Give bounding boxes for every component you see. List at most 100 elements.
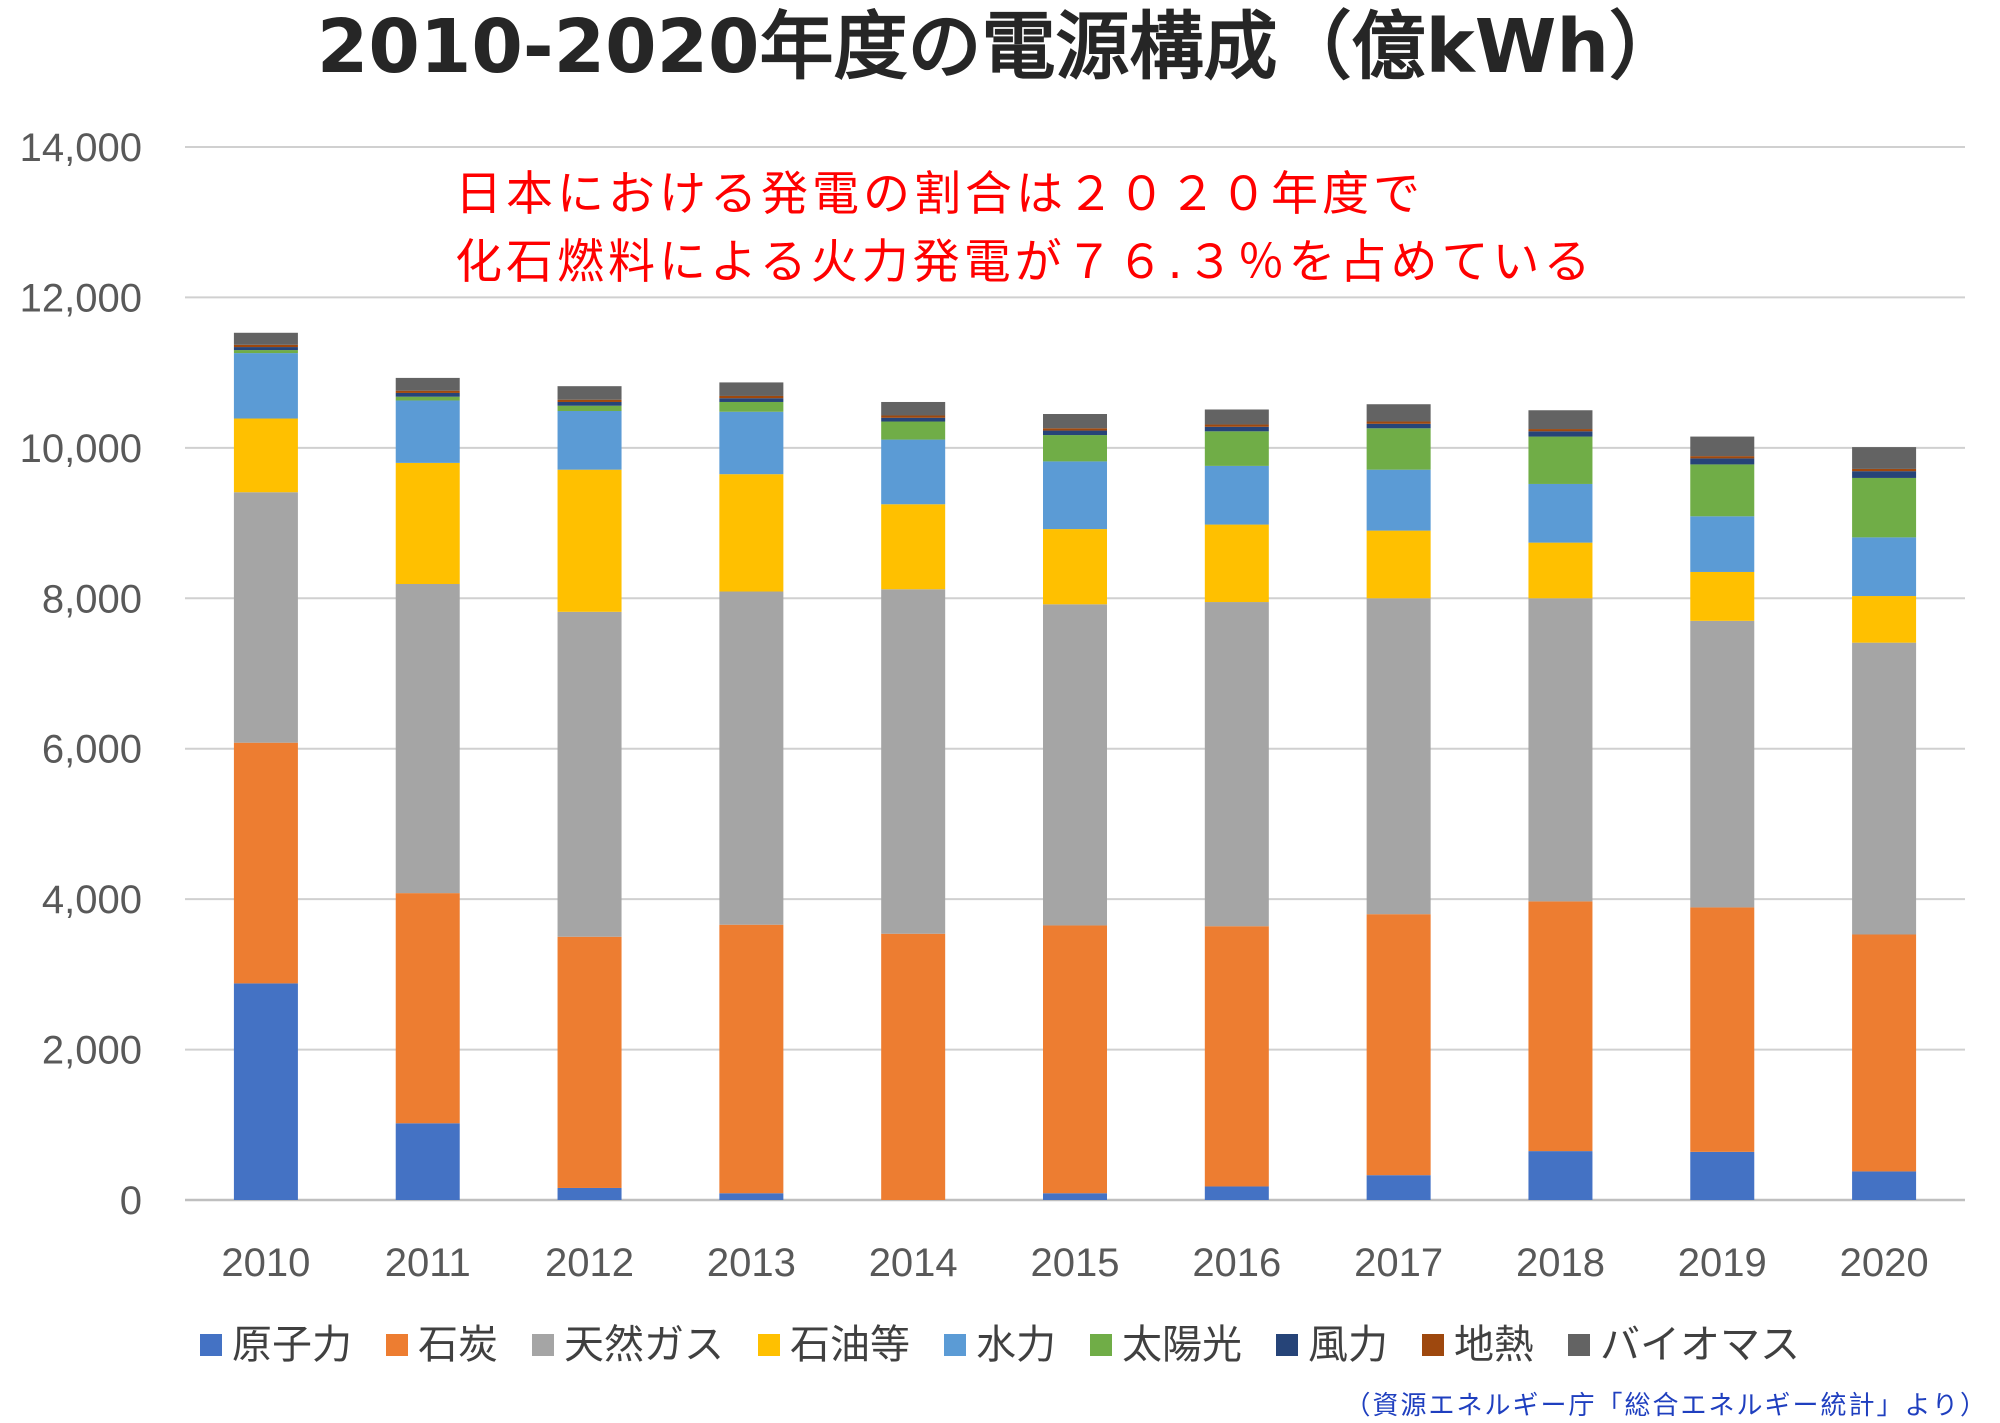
bar-segment-水力 [719, 411, 784, 475]
bar-segment-石油等 [1852, 596, 1917, 643]
annotation-line-2: 化石燃料による火力発電が７６.３％を占めている [455, 235, 1595, 290]
bar-segment-風力 [1852, 471, 1917, 478]
bar-segment-水力 [881, 439, 946, 505]
bar-segment-石炭 [1852, 934, 1917, 1172]
legend-label: 太陽光 [1122, 1322, 1242, 1368]
bar-segment-水力 [1366, 469, 1431, 531]
bar-segment-太陽光 [1852, 477, 1917, 538]
bar-segment-石油等 [881, 504, 946, 590]
bar-segment-天然ガス [719, 591, 784, 925]
y-tick-label: 4,000 [42, 878, 142, 922]
bar-segment-石油等 [1043, 529, 1107, 605]
bar-segment-水力 [1528, 483, 1593, 543]
bar-segment-地熱 [1204, 424, 1269, 427]
bar-segment-地熱 [1690, 456, 1755, 459]
bar-stack-2020 [1852, 447, 1917, 1200]
bar-segment-バイオマス [1043, 414, 1107, 429]
x-tick-label: 2011 [385, 1241, 471, 1285]
y-tick-label: 14,000 [20, 126, 142, 170]
bar-segment-地熱 [1528, 429, 1593, 432]
bar-segment-風力 [557, 401, 622, 406]
bar-segment-石炭 [1043, 925, 1107, 1194]
bar-stack-2011 [395, 377, 460, 1200]
legend-item-太陽光: 太陽光 [1090, 1322, 1242, 1368]
x-tick-label: 2014 [869, 1241, 958, 1285]
bar-segment-原子力 [719, 1193, 784, 1200]
legend-swatch [532, 1334, 554, 1356]
bar-segment-太陽光 [1366, 428, 1431, 470]
legend-label: 天然ガス [564, 1322, 724, 1368]
x-tick-label: 2017 [1354, 1241, 1443, 1285]
bar-segment-バイオマス [1366, 404, 1431, 422]
bar-segment-太陽光 [557, 405, 622, 412]
bar-segment-石油等 [395, 462, 460, 584]
bar-stack-2013 [719, 382, 784, 1200]
bar-segment-風力 [395, 392, 460, 397]
bar-segment-石炭 [1366, 914, 1431, 1176]
bar-stack-2019 [1690, 436, 1755, 1200]
bar-segment-石炭 [233, 742, 298, 984]
bar-segment-地熱 [233, 344, 298, 348]
x-axis: 2010 2011 2012 2013 2014 2015 2016 2017 2018 2019… [221, 1241, 1928, 1285]
legend-item-地熱: 地熱 [1422, 1322, 1534, 1368]
bar-segment-原子力 [1690, 1151, 1755, 1200]
y-tick-label: 12,000 [20, 276, 142, 320]
bar-segment-原子力 [1528, 1151, 1593, 1200]
bar-segment-天然ガス [233, 492, 298, 743]
bar-segment-天然ガス [1852, 642, 1917, 935]
bar-segment-太陽光 [395, 396, 460, 401]
y-tick-label: 10,000 [20, 427, 142, 471]
bar-stack-2015 [1043, 414, 1107, 1200]
y-tick-label: 2,000 [42, 1029, 142, 1073]
bars [233, 332, 1917, 1200]
bar-segment-風力 [1690, 458, 1755, 465]
bar-segment-風力 [1366, 423, 1431, 429]
y-tick-label: 0 [120, 1179, 142, 1223]
bar-segment-天然ガス [1528, 598, 1593, 902]
bar-segment-太陽光 [1204, 431, 1269, 466]
bar-segment-原子力 [1043, 1193, 1107, 1200]
x-tick-label: 2016 [1192, 1241, 1281, 1285]
bar-segment-風力 [233, 347, 298, 351]
bar-segment-天然ガス [1204, 602, 1269, 927]
bar-segment-太陽光 [1690, 464, 1755, 517]
legend-item-石油等: 石油等 [758, 1322, 910, 1368]
bar-segment-原子力 [1366, 1175, 1431, 1200]
bar-segment-石炭 [1204, 926, 1269, 1187]
bar-segment-石油等 [1366, 530, 1431, 599]
bar-stack-2017 [1366, 404, 1431, 1200]
bar-segment-原子力 [557, 1187, 622, 1200]
bar-segment-バイオマス [395, 377, 460, 391]
bar-segment-水力 [395, 400, 460, 463]
bar-segment-原子力 [1204, 1186, 1269, 1200]
bar-segment-水力 [1043, 461, 1107, 530]
legend-item-天然ガス: 天然ガス [532, 1322, 724, 1368]
legend-swatch [758, 1334, 780, 1356]
legend-label: バイオマス [1600, 1322, 1800, 1368]
bar-segment-水力 [1852, 537, 1917, 597]
bar-segment-太陽光 [881, 421, 946, 440]
bar-segment-地熱 [395, 390, 460, 393]
legend-swatch [1568, 1334, 1590, 1356]
bar-segment-石油等 [1204, 524, 1269, 603]
bar-segment-風力 [1528, 431, 1593, 437]
bar-segment-バイオマス [557, 386, 622, 400]
legend-label: 風力 [1308, 1322, 1388, 1368]
bar-segment-天然ガス [1690, 620, 1755, 908]
y-tick-label: 6,000 [42, 728, 142, 772]
bar-segment-風力 [719, 398, 784, 402]
legend-label: 石油等 [790, 1322, 910, 1368]
legend-swatch [1090, 1334, 1112, 1356]
bar-segment-天然ガス [395, 583, 460, 894]
legend-label: 石炭 [418, 1322, 498, 1368]
legend-swatch [944, 1334, 966, 1356]
legend-item-バイオマス: バイオマス [1568, 1322, 1800, 1368]
source-note: （資源エネルギー庁「総合エネルギー統計」より） [1345, 1391, 1988, 1421]
bar-segment-バイオマス [881, 401, 946, 416]
legend-item-石炭: 石炭 [386, 1322, 498, 1368]
bar-segment-石炭 [1528, 901, 1593, 1152]
bar-segment-天然ガス [557, 611, 622, 937]
legend-item-水力: 水力 [944, 1322, 1056, 1368]
bar-segment-地熱 [557, 399, 622, 402]
